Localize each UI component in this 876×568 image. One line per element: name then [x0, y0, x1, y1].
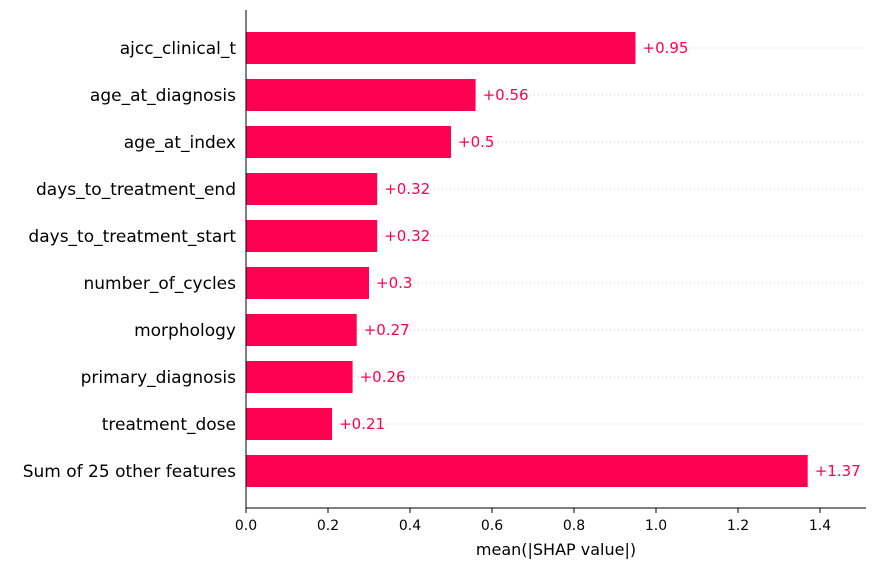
bar	[246, 267, 369, 299]
bar	[246, 408, 333, 440]
x-tick-label: 0.8	[563, 518, 585, 534]
y-tick-label: age_at_diagnosis	[90, 86, 236, 106]
bar	[246, 79, 476, 111]
y-tick-label: age_at_index	[124, 133, 236, 153]
bar	[246, 314, 357, 346]
bars	[246, 32, 808, 487]
x-tick-label: 0.0	[235, 518, 257, 534]
x-tick-label: 0.4	[399, 518, 421, 534]
value-label: +0.5	[458, 133, 494, 151]
value-label: +0.32	[384, 180, 430, 198]
x-tick-label: 1.2	[727, 518, 749, 534]
axes	[245, 10, 866, 509]
x-axis-label: mean(|SHAP value|)	[476, 540, 636, 559]
y-tick-label: number_of_cycles	[83, 274, 236, 294]
bar	[246, 220, 378, 252]
value-label: +0.32	[384, 227, 430, 245]
bar	[246, 361, 353, 393]
bar	[246, 32, 636, 64]
bar	[246, 455, 808, 487]
x-ticks: 0.0 0.2 0.4 0.6 0.8 1.0 1.2 1.4	[235, 508, 831, 534]
x-tick-label: 0.2	[317, 518, 339, 534]
value-labels: +0.95 +0.56 +0.5 +0.32 +0.32 +0.3 +0.27 +0.26 +0…	[339, 39, 861, 480]
x-tick-label: 1.4	[809, 518, 831, 534]
y-tick-labels: ajcc_clinical_t age_at_diagnosis age_at_in…	[23, 39, 237, 482]
y-tick-label: days_to_treatment_end	[36, 180, 236, 200]
value-label: +0.95	[643, 39, 689, 57]
guide-lines	[246, 47, 866, 472]
x-tick-label: 1.0	[645, 518, 667, 534]
value-label: +0.27	[364, 321, 410, 339]
value-label: +0.21	[339, 415, 385, 433]
value-label: +1.37	[815, 462, 861, 480]
y-tick-label: morphology	[134, 321, 236, 341]
bar	[246, 126, 451, 158]
value-label: +0.3	[376, 274, 412, 292]
y-tick-label: ajcc_clinical_t	[120, 39, 237, 59]
y-tick-label: Sum of 25 other features	[23, 462, 236, 482]
value-label: +0.26	[360, 368, 406, 386]
y-tick-label: primary_diagnosis	[81, 368, 237, 388]
y-tick-label: treatment_dose	[102, 415, 236, 435]
y-tick-label: days_to_treatment_start	[28, 227, 236, 247]
bar	[246, 173, 378, 205]
value-label: +0.56	[483, 86, 529, 104]
x-tick-label: 0.6	[481, 518, 503, 534]
